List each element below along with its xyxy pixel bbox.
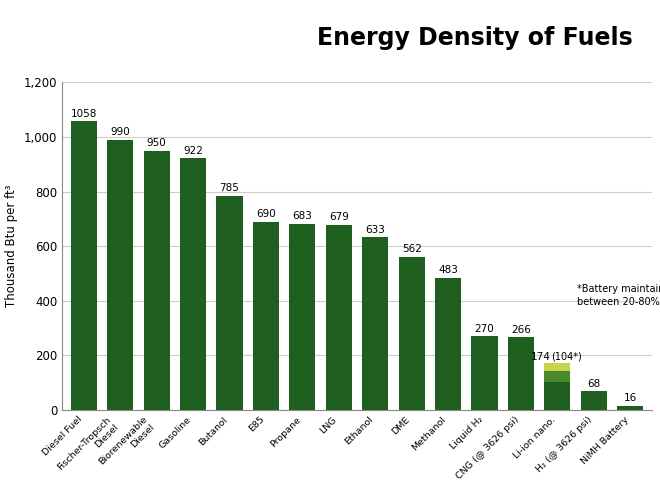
- Bar: [180, 158, 206, 410]
- Text: 922: 922: [183, 146, 203, 155]
- Text: *Battery maintained
between 20-80%SOC: *Battery maintained between 20-80%SOC: [578, 284, 660, 307]
- Y-axis label: Thousand Btu per ft³: Thousand Btu per ft³: [5, 185, 18, 307]
- Text: U.S. Department of Energy: U.S. Department of Energy: [61, 15, 183, 24]
- Bar: [544, 362, 570, 371]
- Text: 690: 690: [256, 209, 276, 219]
- Text: Bringing you a prosperous future where energy is clean, abundant, reliable, and : Bringing you a prosperous future where e…: [61, 60, 411, 69]
- Bar: [253, 222, 279, 410]
- Bar: [325, 225, 352, 410]
- Text: Energy Efficiency and Renewable Energy: Energy Efficiency and Renewable Energy: [61, 33, 380, 47]
- Bar: [581, 392, 607, 410]
- Text: 7: 7: [26, 27, 38, 45]
- Bar: [144, 150, 170, 410]
- Text: 16: 16: [624, 393, 637, 403]
- Text: 990: 990: [110, 127, 130, 137]
- Bar: [508, 338, 534, 410]
- Text: 483: 483: [438, 265, 458, 275]
- Bar: [362, 237, 388, 410]
- Text: 266: 266: [511, 325, 531, 335]
- Text: 68: 68: [587, 379, 601, 389]
- Text: 562: 562: [402, 244, 422, 254]
- Text: Energy Density of Fuels: Energy Density of Fuels: [317, 26, 633, 50]
- Bar: [289, 224, 315, 410]
- Bar: [71, 121, 97, 410]
- Bar: [544, 382, 570, 410]
- Bar: [399, 256, 425, 410]
- Text: (104*): (104*): [550, 352, 581, 362]
- Text: 950: 950: [147, 138, 166, 148]
- Bar: [544, 362, 570, 410]
- Bar: [107, 140, 133, 410]
- Bar: [544, 371, 570, 382]
- Text: 679: 679: [329, 212, 348, 222]
- Ellipse shape: [7, 7, 56, 67]
- Text: 174: 174: [531, 352, 550, 362]
- Bar: [435, 278, 461, 410]
- Bar: [216, 196, 243, 410]
- Text: 633: 633: [365, 225, 385, 235]
- Text: 270: 270: [475, 324, 494, 334]
- Text: 1058: 1058: [71, 108, 97, 118]
- Text: 785: 785: [220, 183, 240, 193]
- Text: 683: 683: [292, 211, 312, 221]
- Bar: [471, 336, 498, 410]
- Bar: [617, 405, 644, 410]
